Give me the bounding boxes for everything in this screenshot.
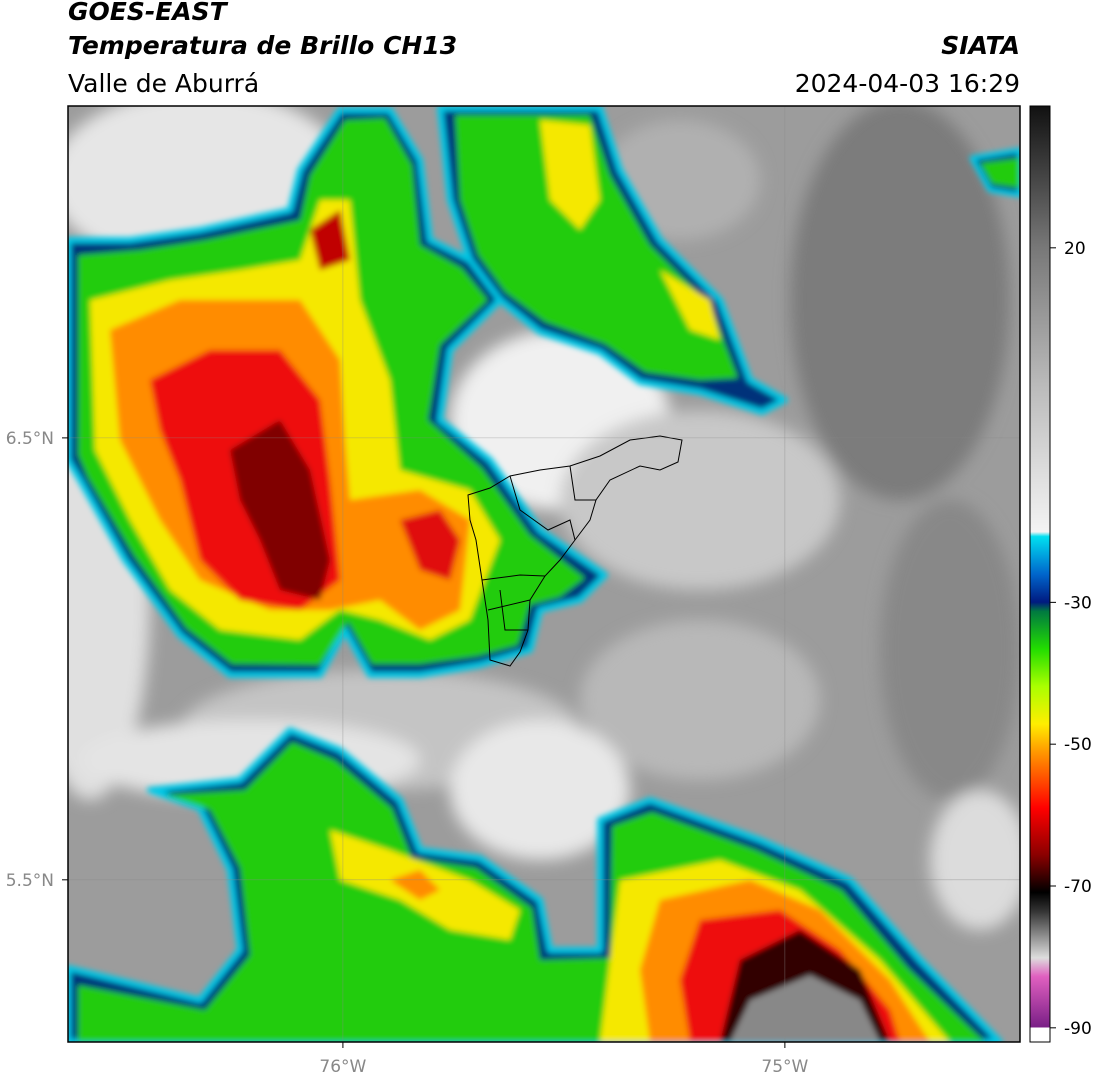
basin-outline [467, 435, 683, 667]
colorbar [1029, 105, 1051, 1043]
datetime: 2024-04-03 16:29 [795, 69, 1020, 98]
lat-tick-label: 5.5°N [6, 871, 54, 891]
lon-tick-label: 76°W [319, 1057, 366, 1077]
satellite-imagery [68, 106, 1020, 1042]
colorbar-tick-label: -70 [1064, 877, 1092, 897]
lat-tick-label: 6.5°N [6, 429, 54, 449]
title: GOES-EAST [68, 0, 229, 26]
graticule [68, 106, 1020, 1042]
organization: SIATA [941, 31, 1020, 60]
region: Valle de Aburrá [68, 69, 259, 98]
colorbar-tick-label: -30 [1064, 593, 1092, 613]
lon-tick-label: 75°W [761, 1057, 808, 1077]
colorbar-tick-label: -50 [1064, 735, 1092, 755]
subtitle: Temperatura de Brillo CH13 [68, 31, 457, 60]
map-frame [67, 105, 1021, 1043]
colorbar-tick-label: 20 [1064, 239, 1086, 259]
colorbar-tick-label: -90 [1064, 1019, 1092, 1039]
